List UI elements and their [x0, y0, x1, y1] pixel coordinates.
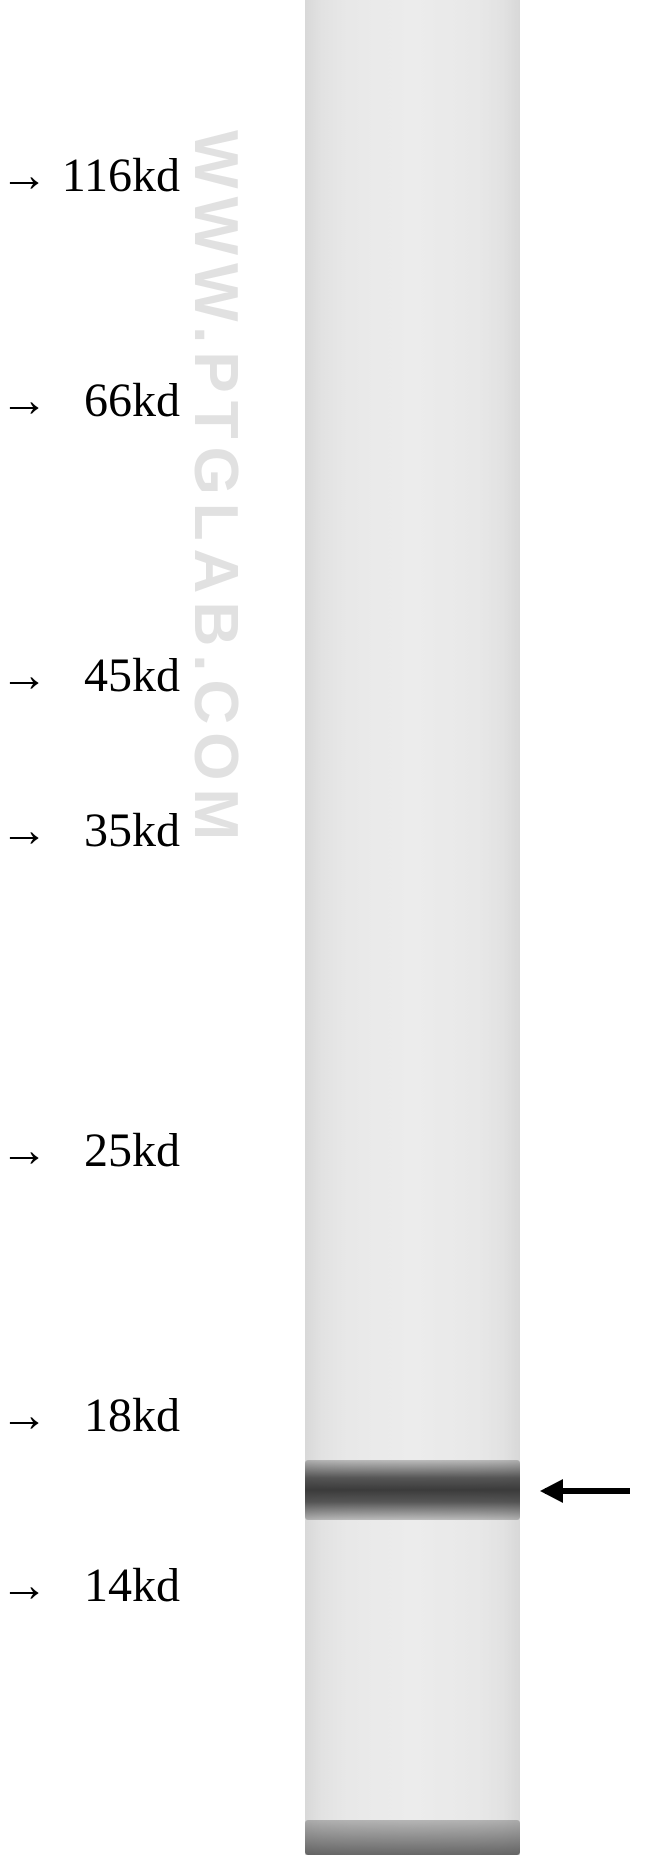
western-blot-figure: WWW.PTGLAB.COM 116kd → 66kd → 45kd → 35k… [0, 0, 650, 1855]
band-dyefront [305, 1820, 520, 1855]
arrow-right-icon: → [0, 1558, 48, 1613]
result-arrow-icon [535, 1465, 635, 1524]
arrow-right-icon: → [0, 1123, 48, 1178]
band-primary [305, 1460, 520, 1520]
arrow-right-icon: → [0, 148, 48, 203]
arrow-right-icon: → [0, 1388, 48, 1443]
blot-lane [305, 0, 520, 1855]
arrow-right-icon: → [0, 803, 48, 858]
arrow-right-icon: → [0, 373, 48, 428]
watermark-text: WWW.PTGLAB.COM [180, 130, 251, 848]
arrow-left-icon [535, 1471, 635, 1511]
arrow-right-icon: → [0, 648, 48, 703]
